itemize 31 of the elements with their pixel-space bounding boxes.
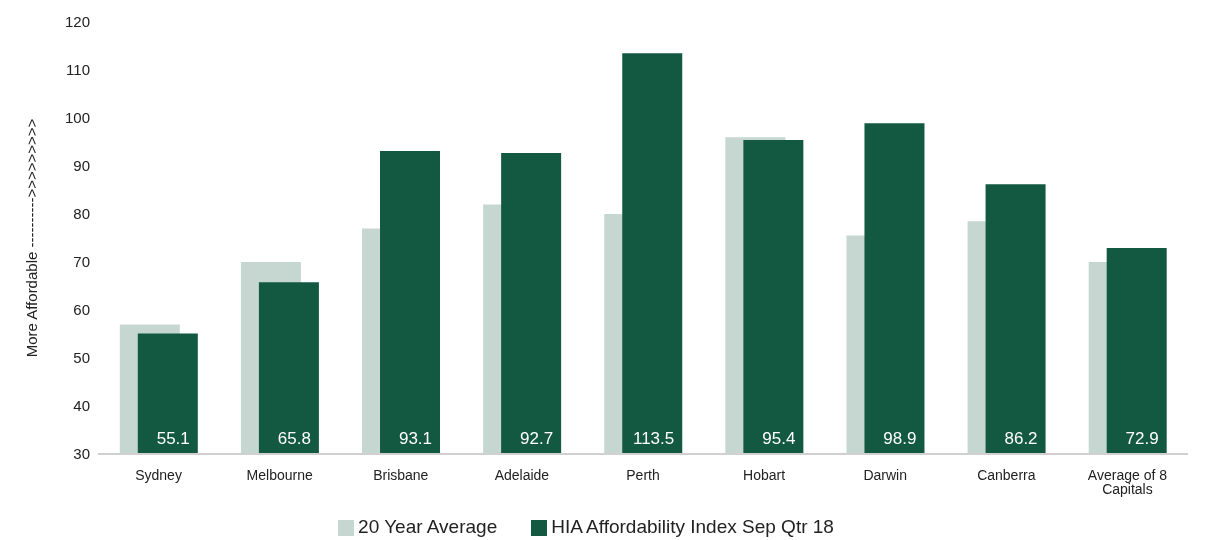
x-tick-label: Hobart <box>743 466 786 483</box>
data-label: 113.5 <box>632 429 675 448</box>
legend-label: 20 Year Average <box>358 516 498 537</box>
x-tick-label: Adelaide <box>494 466 550 483</box>
data-label: 55.1 <box>156 429 190 448</box>
data-label: 72.9 <box>1125 429 1159 448</box>
y-tick-label: 90 <box>73 157 90 175</box>
y-tick-label: 80 <box>73 205 90 223</box>
y-tick-label: 70 <box>73 253 90 271</box>
y-tick-label: 50 <box>73 349 90 367</box>
x-tick-label: Melbourne <box>246 466 313 483</box>
y-tick-label: 120 <box>64 13 90 31</box>
data-label: 86.2 <box>1004 429 1038 448</box>
y-tick-label: 100 <box>64 109 90 127</box>
y-tick-label: 40 <box>73 397 90 415</box>
y-tick-label: 30 <box>73 445 90 463</box>
y-axis-title: More Affordable ---------->>>>>>>>> <box>23 118 41 358</box>
data-label: 93.1 <box>398 429 433 448</box>
data-label: 95.4 <box>762 429 796 448</box>
x-tick-label: Brisbane <box>373 466 429 483</box>
legend-label: HIA Affordability Index Sep Qtr 18 <box>551 516 834 537</box>
x-tick-label: Darwin <box>863 466 908 483</box>
y-tick-label: 110 <box>66 61 90 79</box>
data-label: 98.9 <box>883 429 917 448</box>
y-tick-label: 60 <box>73 301 90 319</box>
x-tick-label: Canberra <box>977 466 1036 483</box>
x-tick-label: Perth <box>626 466 660 483</box>
data-label: 65.8 <box>277 429 311 448</box>
data-label: 92.7 <box>520 429 554 448</box>
x-tick-label: Sydney <box>135 466 182 483</box>
x-tick-label: Average of 8 Capitals <box>1087 466 1168 497</box>
